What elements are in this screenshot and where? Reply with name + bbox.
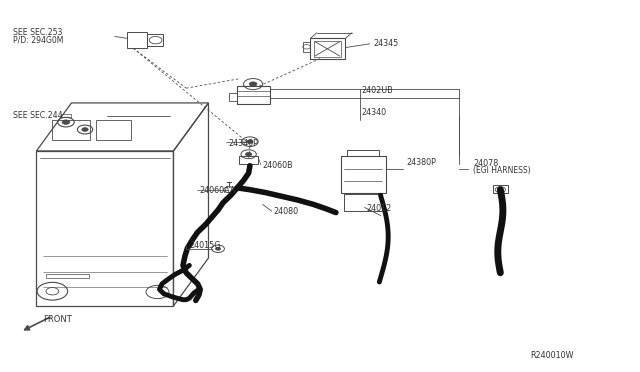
Circle shape xyxy=(246,153,252,156)
Circle shape xyxy=(246,140,253,144)
Circle shape xyxy=(216,247,221,250)
Text: 24078: 24078 xyxy=(473,159,498,169)
Text: 24340: 24340 xyxy=(362,108,387,117)
Circle shape xyxy=(62,120,70,124)
Text: 24012: 24012 xyxy=(367,203,392,213)
Circle shape xyxy=(82,128,88,131)
Text: 24340P: 24340P xyxy=(228,139,258,148)
Text: 24060AA: 24060AA xyxy=(199,186,236,195)
Text: P/D: 294G0M: P/D: 294G0M xyxy=(13,36,63,45)
Text: SEE SEC.244: SEE SEC.244 xyxy=(13,111,63,121)
Text: 24380P: 24380P xyxy=(406,157,436,167)
Text: 24080: 24080 xyxy=(273,207,299,217)
Text: FRONT: FRONT xyxy=(43,315,72,324)
Text: (EGI HARNESS): (EGI HARNESS) xyxy=(473,166,531,174)
Circle shape xyxy=(46,288,59,295)
Circle shape xyxy=(249,82,257,86)
Text: 24060B: 24060B xyxy=(262,161,293,170)
Text: 24345: 24345 xyxy=(373,39,398,48)
Text: 2402UB: 2402UB xyxy=(362,86,393,94)
Text: SEE SEC.253: SEE SEC.253 xyxy=(13,28,62,37)
Text: 24015G: 24015G xyxy=(189,241,221,250)
Text: R240010W: R240010W xyxy=(531,350,574,360)
